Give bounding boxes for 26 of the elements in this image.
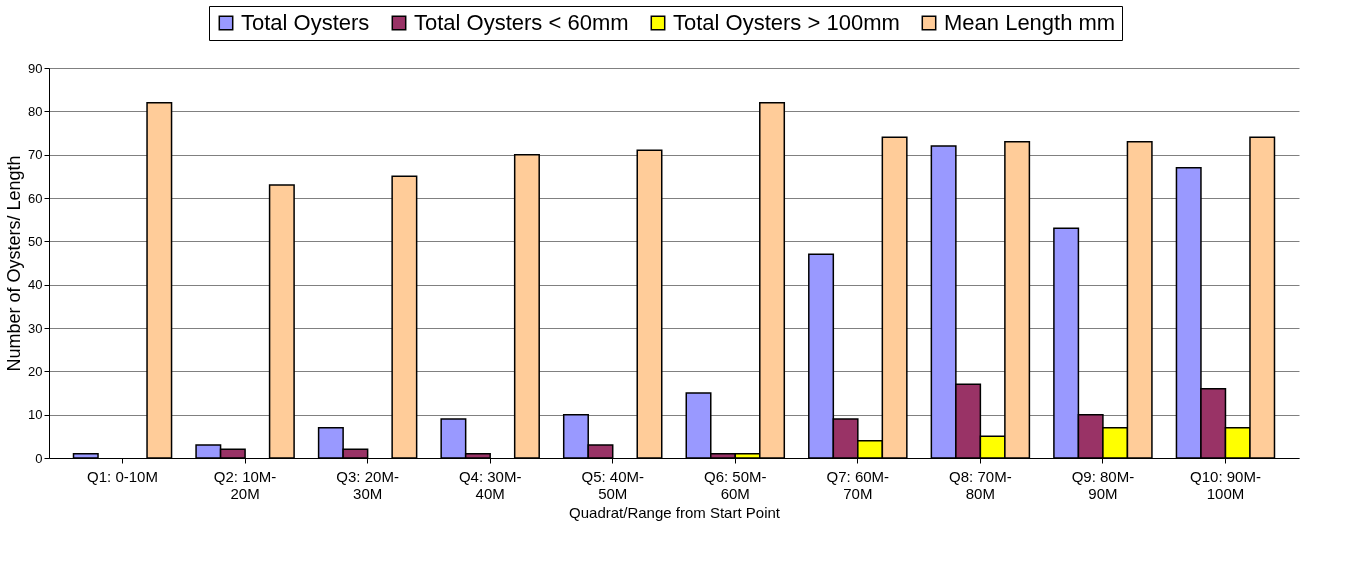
x-tick-label: Q1: 0-10M xyxy=(87,467,158,485)
x-tick-label: Q10: 90M-100M xyxy=(1190,467,1261,502)
y-axis-title: Number of Oysters/ Length xyxy=(4,155,25,372)
x-tick-label: Q2: 10M-20M xyxy=(213,467,277,502)
y-tick-label: 90 xyxy=(28,60,43,76)
legend-label: Total Oysters > 100mm xyxy=(673,10,900,35)
y-tick-label: 80 xyxy=(28,103,43,119)
y-tick-label: 10 xyxy=(28,407,43,423)
x-tick-label: Q3: 20M-30M xyxy=(336,467,399,502)
y-tick-label: 50 xyxy=(28,233,43,249)
y-tick-label: 60 xyxy=(28,190,43,206)
x-tick-label: Q7: 60M-70M xyxy=(826,467,890,502)
y-tick-label: 70 xyxy=(28,147,43,163)
x-tick-label: Q8: 70M-80M xyxy=(949,467,1012,502)
y-tick-label: 20 xyxy=(28,363,43,379)
x-axis-title: Quadrat/Range from Start Point xyxy=(569,503,781,521)
y-tick-label: 0 xyxy=(35,450,43,466)
y-tick-label: 30 xyxy=(28,320,43,336)
x-tick-label: Q6: 50M-60M xyxy=(704,467,767,502)
y-tick-label: 40 xyxy=(28,277,43,293)
x-tick-label: Q5: 40M-50M xyxy=(581,467,644,502)
legend-label: Total Oysters xyxy=(241,10,370,35)
x-tick-label: Q4: 30M-40M xyxy=(458,467,522,502)
legend-label: Mean Length mm xyxy=(944,10,1116,35)
x-tick-label: Q9: 80M-90M xyxy=(1071,467,1135,502)
legend-label: Total Oysters < 60mm xyxy=(414,10,629,35)
